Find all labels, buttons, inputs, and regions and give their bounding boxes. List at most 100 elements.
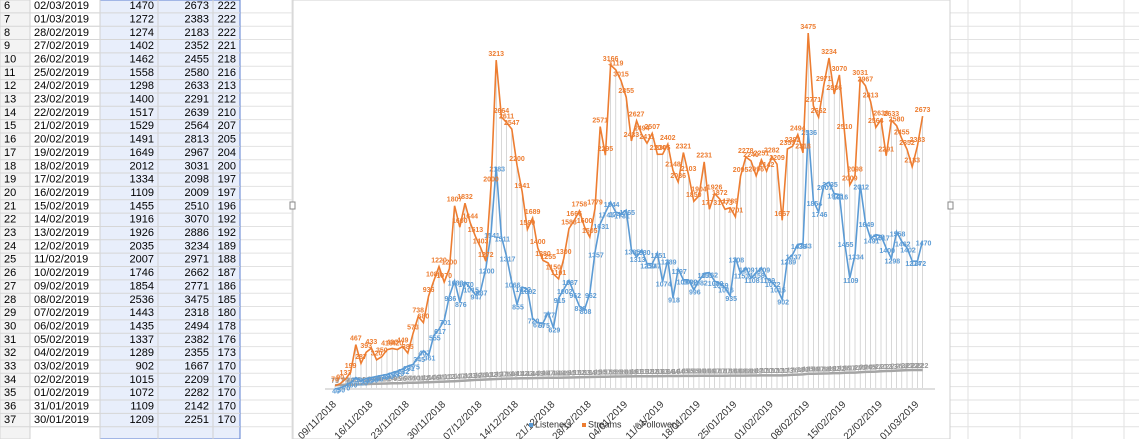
data-label: 159 bbox=[610, 369, 622, 376]
data-label: 1272 bbox=[911, 261, 927, 268]
row-number: 10 bbox=[4, 53, 16, 65]
data-label: 1083 bbox=[448, 281, 464, 288]
data-label: 1351 bbox=[651, 253, 667, 260]
row-number: 28 bbox=[4, 294, 16, 306]
cell-text: 2291 bbox=[185, 94, 209, 106]
data-label: 160 bbox=[626, 369, 638, 376]
cell-text: 197 bbox=[218, 174, 236, 186]
data-label: 161 bbox=[636, 369, 648, 376]
data-label: 738 bbox=[412, 307, 424, 314]
data-label: 617 bbox=[434, 329, 446, 336]
row-number: 13 bbox=[4, 94, 16, 106]
data-label: 2103 bbox=[681, 166, 697, 173]
row-number: 12 bbox=[4, 80, 16, 92]
row-number: 26 bbox=[4, 267, 16, 279]
cell-text: 2142 bbox=[185, 401, 209, 413]
resize-handle[interactable] bbox=[947, 201, 954, 210]
cell-text: 1455 bbox=[130, 200, 154, 212]
data-label: 210 bbox=[875, 364, 887, 371]
data-label: 1082 bbox=[692, 281, 708, 288]
data-label: 1779 bbox=[587, 200, 603, 207]
data-label: 361 bbox=[424, 355, 436, 362]
data-label: 1162 bbox=[703, 272, 718, 279]
data-label: 2295 bbox=[598, 146, 614, 153]
data-label: 188 bbox=[818, 366, 830, 373]
row-number: 14 bbox=[4, 107, 16, 119]
data-label: 108 bbox=[433, 375, 445, 382]
cell-text: 2355 bbox=[185, 347, 209, 359]
cell-text: 187 bbox=[218, 267, 236, 279]
data-label: 2611 bbox=[499, 113, 514, 120]
data-label: 166 bbox=[698, 369, 710, 376]
data-label: 158 bbox=[605, 369, 617, 376]
data-label: 918 bbox=[668, 298, 680, 305]
cell-text: 1443 bbox=[130, 307, 154, 319]
data-label: 164 bbox=[672, 369, 684, 376]
cell-text: 2007 bbox=[130, 254, 154, 266]
legend-swatch bbox=[635, 423, 639, 427]
row-number: 27 bbox=[4, 280, 16, 292]
row-number: 16 bbox=[4, 134, 16, 146]
data-label: 178 bbox=[792, 367, 804, 374]
data-label: 1455 bbox=[838, 242, 854, 249]
cell-text: 2662 bbox=[185, 267, 209, 279]
data-label: 407 bbox=[419, 351, 431, 358]
data-label: 152 bbox=[574, 370, 586, 377]
data-label: 160 bbox=[372, 376, 384, 383]
data-label: 2095 bbox=[733, 167, 749, 174]
data-label: 1649 bbox=[859, 222, 875, 229]
cell-text: 3031 bbox=[185, 160, 209, 172]
cell-text: 178 bbox=[218, 320, 236, 332]
data-label: 222 bbox=[912, 363, 924, 370]
cell-text: 13/02/2019 bbox=[34, 227, 89, 239]
data-label: 1066 bbox=[505, 282, 521, 289]
data-label: 1087 bbox=[562, 280, 578, 287]
cell-text: 20/02/2019 bbox=[34, 134, 89, 146]
data-label: 1015 bbox=[463, 288, 479, 295]
data-label: 2971 bbox=[816, 76, 832, 83]
data-label: 1462 bbox=[895, 241, 911, 248]
data-label: 320 bbox=[371, 351, 383, 358]
data-label: 385 bbox=[402, 344, 414, 351]
data-label: 99 bbox=[409, 376, 417, 383]
data-label: 2035 bbox=[822, 182, 838, 189]
cell-text: 04/02/2019 bbox=[34, 347, 89, 359]
data-label: 192 bbox=[834, 366, 846, 373]
cell-text: 01/03/2019 bbox=[34, 13, 89, 25]
data-label: 1209 bbox=[739, 268, 755, 275]
data-label: 433 bbox=[366, 339, 378, 346]
row-number: 6 bbox=[4, 0, 10, 12]
resize-handle[interactable] bbox=[289, 201, 296, 210]
data-label: 1644 bbox=[462, 214, 478, 221]
data-label: 144 bbox=[527, 371, 539, 378]
data-label: 1220 bbox=[431, 257, 447, 264]
data-label: 430 bbox=[386, 339, 398, 346]
data-label: 2007 bbox=[817, 185, 833, 192]
cell-text: 25/02/2019 bbox=[34, 67, 89, 79]
data-label: 2148 bbox=[665, 161, 681, 168]
row-number: 22 bbox=[4, 214, 16, 226]
cell-text: 1529 bbox=[130, 120, 154, 132]
data-label: 1109 bbox=[760, 278, 775, 285]
data-label: 185 bbox=[802, 367, 814, 374]
data-label: 168 bbox=[724, 368, 736, 375]
data-label: 936 bbox=[423, 287, 435, 294]
row-number: 32 bbox=[4, 347, 16, 359]
data-label: 149 bbox=[558, 370, 570, 377]
data-label: 2536 bbox=[801, 130, 817, 137]
cell-text: 1109 bbox=[130, 401, 154, 413]
data-label: 106 bbox=[428, 375, 440, 382]
data-label: 1070 bbox=[436, 273, 452, 280]
row-number: 25 bbox=[4, 254, 16, 266]
data-label: 2580 bbox=[889, 117, 905, 124]
data-label: 1666 bbox=[566, 211, 582, 218]
data-label: 1731 bbox=[614, 214, 630, 221]
cell-text: 2564 bbox=[185, 120, 209, 132]
data-label: 70 bbox=[343, 386, 351, 393]
data-label: 88 bbox=[368, 377, 376, 384]
data-label: 207 bbox=[870, 364, 882, 371]
data-label: 1600 bbox=[577, 218, 593, 225]
data-label: 2000 bbox=[483, 177, 499, 184]
series-line bbox=[334, 130, 924, 390]
cell-text: 216 bbox=[218, 67, 236, 79]
